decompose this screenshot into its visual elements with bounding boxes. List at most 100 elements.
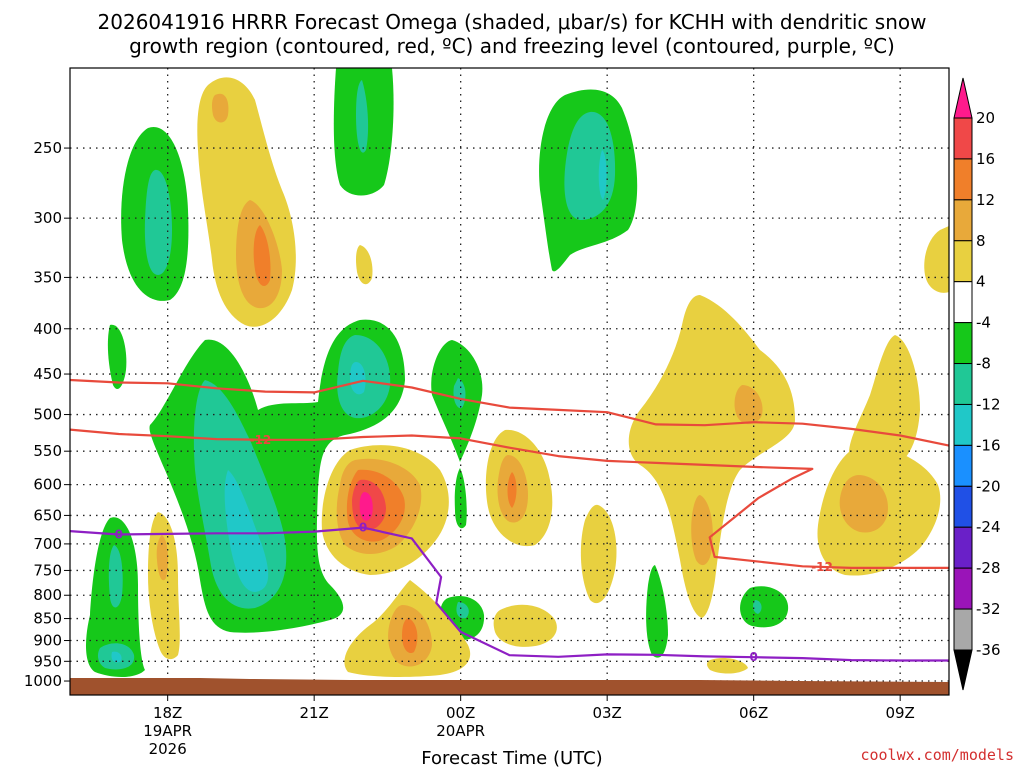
omega-region-teal xyxy=(753,600,762,614)
colorbar-swatch-top xyxy=(953,77,973,119)
omega-region-orange-light xyxy=(734,385,763,425)
contour-label: 0 xyxy=(115,527,123,541)
contour-label: 0 xyxy=(749,650,757,664)
omega-region-teal xyxy=(453,378,466,409)
y-tick-label: 850 xyxy=(33,610,62,628)
omega-downward-regions xyxy=(148,77,949,677)
colorbar-swatch xyxy=(953,526,973,569)
y-tick-label: 250 xyxy=(33,139,62,157)
omega-region-green xyxy=(646,565,668,658)
omega-region-yellow xyxy=(849,335,920,473)
colorbar-label: 8 xyxy=(976,232,986,250)
colorbar-swatch-bottom xyxy=(953,649,973,691)
colorbar-label: -28 xyxy=(976,559,1001,577)
colorbar-swatch xyxy=(953,158,973,201)
omega-region-magenta xyxy=(359,492,373,521)
omega-region-orange xyxy=(253,225,271,286)
contour-label: 0 xyxy=(359,521,367,535)
colorbar-label: -8 xyxy=(976,355,991,373)
colorbar-swatch xyxy=(953,363,973,405)
x-tick-date: 20APR xyxy=(436,722,485,740)
colorbar-swatch xyxy=(953,199,973,242)
colorbar-label: -16 xyxy=(976,436,1001,454)
contour-line xyxy=(69,526,949,662)
contour-line xyxy=(69,378,950,447)
omega-region-cyan xyxy=(598,150,607,200)
y-tick-label: 550 xyxy=(33,442,62,460)
omega-region-orange-light xyxy=(691,495,713,566)
y-tick-label: 300 xyxy=(33,209,62,227)
omega-region-orange-light xyxy=(156,535,169,581)
plot-frame xyxy=(69,67,950,696)
ground-surface xyxy=(70,678,949,695)
omega-region-yellow xyxy=(493,604,557,647)
omega-region-green xyxy=(740,586,789,628)
omega-region-teal xyxy=(108,545,123,608)
colorbar-label: -4 xyxy=(976,314,991,332)
title-line-2: growth region (contoured, red, ºC) and f… xyxy=(129,34,895,58)
omega-region-teal xyxy=(456,602,469,619)
omega-region-cyan xyxy=(350,362,366,395)
omega-region-yellow xyxy=(148,512,180,660)
y-tick-label: 500 xyxy=(33,406,62,424)
credit-text: coolwx.com/models xyxy=(860,746,1014,764)
y-tick-label: 950 xyxy=(33,652,62,670)
y-tick-label: 1000 xyxy=(24,672,62,690)
colorbar-label: -20 xyxy=(976,477,1001,495)
colorbar-swatch xyxy=(953,444,973,487)
omega-region-teal xyxy=(144,169,172,275)
grid-lines xyxy=(70,68,949,695)
x-tick-label: 21Z xyxy=(299,704,328,722)
colorbar-label: 4 xyxy=(976,273,986,291)
contour-line xyxy=(69,428,949,569)
omega-region-yellow xyxy=(628,295,795,618)
contour-label: -12 xyxy=(811,560,833,574)
omega-region-orange-light xyxy=(211,93,229,123)
y-tick-label: 400 xyxy=(33,320,62,338)
colorbar-label: -12 xyxy=(976,395,1001,413)
colorbar-swatch xyxy=(953,240,973,283)
colorbar-swatch xyxy=(953,281,973,324)
omega-region-cyan xyxy=(224,470,269,592)
y-tick-label: 700 xyxy=(33,535,62,553)
x-tick-year: 2026 xyxy=(149,740,187,758)
colorbar-swatch xyxy=(953,608,973,651)
colorbar-label: 20 xyxy=(976,109,995,127)
omega-region-orange xyxy=(507,472,517,508)
colorbar-label: -24 xyxy=(976,518,1001,536)
y-tick-label: 900 xyxy=(33,632,62,650)
y-tick-label: 800 xyxy=(33,586,62,604)
x-tick-label: 06Z xyxy=(739,704,768,722)
omega-region-orange-light xyxy=(839,475,888,533)
x-tick-label: 00Z xyxy=(446,704,475,722)
omega-region-yellow xyxy=(924,226,949,293)
omega-region-green xyxy=(107,324,127,390)
colorbar-label: -32 xyxy=(976,600,1001,618)
y-tick-label: 600 xyxy=(33,476,62,494)
omega-shading xyxy=(85,68,949,677)
x-tick-date: 19APR xyxy=(143,722,192,740)
y-axis: 250 300 350 400 450 500 550 600 650 700 750 800 850 9… xyxy=(24,139,70,690)
x-tick-label: 09Z xyxy=(885,704,914,722)
colorbar-swatch xyxy=(953,322,973,365)
colorbar: 20 16 12 8 4 -4 -8 -12 -16 -20 -24 -28 -32 -36 xyxy=(953,77,1001,691)
x-tick-label: 18Z xyxy=(153,704,182,722)
colorbar-label: 12 xyxy=(976,191,995,209)
colorbar-label: -36 xyxy=(976,641,1001,659)
colorbar-label: 16 xyxy=(976,150,995,168)
colorbar-swatch xyxy=(953,485,973,528)
temperature-contours: -12 -12 0 0 0 xyxy=(69,378,950,664)
colorbar-swatch xyxy=(953,567,973,610)
omega-region-yellow xyxy=(356,245,373,285)
x-axis-label: Forecast Time (UTC) xyxy=(421,748,602,768)
colorbar-swatch xyxy=(953,117,973,160)
omega-region-orange xyxy=(402,618,418,654)
y-tick-label: 450 xyxy=(33,365,62,383)
omega-region-cyan xyxy=(111,651,122,663)
y-tick-label: 750 xyxy=(33,561,62,579)
omega-upward-regions xyxy=(85,68,789,677)
x-tick-label: 03Z xyxy=(592,704,621,722)
colorbar-swatch xyxy=(953,403,973,446)
